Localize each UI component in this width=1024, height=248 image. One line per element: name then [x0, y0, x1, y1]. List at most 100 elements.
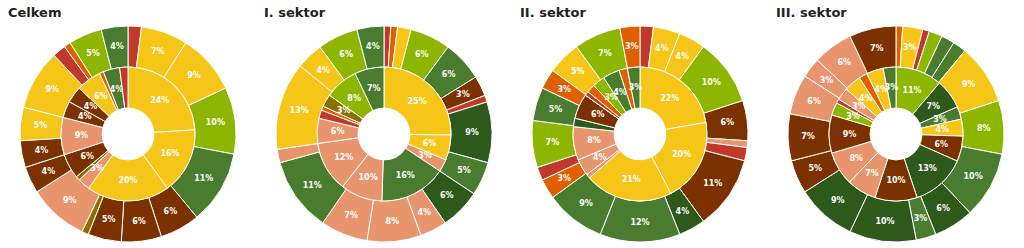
- data-label: 13%: [918, 164, 937, 173]
- data-label: 7%: [801, 132, 815, 141]
- pie-chart: I. sektor6%6%3%9%5%6%4%8%7%11%13%4%6%4%2…: [264, 5, 492, 242]
- data-label: 6%: [415, 50, 429, 59]
- data-label: 10%: [964, 172, 983, 181]
- data-label: 5%: [549, 105, 563, 114]
- pie-slice: [850, 26, 896, 73]
- data-label: 22%: [660, 94, 679, 103]
- data-label: 10%: [886, 176, 905, 185]
- data-label: 8%: [849, 154, 863, 163]
- data-label: 5%: [571, 67, 585, 76]
- data-label: 10%: [206, 118, 225, 127]
- data-label: 6%: [440, 191, 454, 200]
- data-label: 6%: [837, 58, 851, 67]
- data-label: 7%: [151, 47, 165, 56]
- data-labels: 6%6%3%9%5%6%4%8%7%11%13%4%6%4%25%6%3%16%…: [290, 42, 479, 226]
- data-label: 4%: [593, 153, 607, 162]
- pie-slice: [101, 26, 128, 69]
- pie-chart: III. sektor 3% 9% 8% 10% 6% 3% 10% 9% 5% 7% 6% 3% 6% 7…: [776, 5, 1004, 242]
- data-label: 4%: [676, 207, 690, 216]
- data-label: 6%: [807, 97, 821, 106]
- data-label: 4%: [676, 52, 690, 61]
- data-label: 8%: [587, 136, 601, 145]
- data-label: 4%: [84, 102, 98, 111]
- data-labels: 7%9%10%11%6%6%5%9%4%4%5%9%5%4%24%16%20%3…: [34, 42, 225, 226]
- ring: [317, 67, 451, 201]
- data-label: 7%: [344, 211, 358, 220]
- data-label: 4%: [78, 112, 92, 121]
- data-label: 3%: [418, 151, 432, 160]
- data-label: 3%: [914, 214, 928, 223]
- data-label: 3%: [629, 83, 643, 92]
- pie-slice: [382, 148, 440, 201]
- data-label: 4%: [613, 88, 627, 97]
- data-label: 5%: [457, 166, 471, 175]
- ring: [532, 26, 748, 242]
- data-label: 6%: [132, 217, 146, 226]
- data-label: 7%: [926, 102, 940, 111]
- data-label: 9%: [579, 199, 593, 208]
- data-label: 4%: [316, 66, 330, 75]
- data-label: 3%: [903, 43, 917, 52]
- data-label: 6%: [591, 110, 605, 119]
- data-label: 10%: [359, 173, 378, 182]
- data-label: 11%: [194, 174, 213, 183]
- data-label: 9%: [831, 196, 845, 205]
- data-label: 6%: [721, 118, 735, 127]
- ring: [829, 67, 963, 201]
- data-label: 5%: [86, 49, 100, 58]
- data-label: 9%: [75, 131, 89, 140]
- data-label: 8%: [386, 217, 400, 226]
- data-label: 6%: [442, 70, 456, 79]
- data-label: 6%: [339, 50, 353, 59]
- data-label: 6%: [934, 140, 948, 149]
- pie-chart: II. sektor4%4%10%6%11%4%12%9%3%7%5%3%5%7…: [520, 5, 748, 242]
- data-label: 25%: [408, 97, 427, 106]
- data-label: 4%: [935, 125, 949, 134]
- data-label: 7%: [870, 44, 884, 53]
- data-label: 4%: [42, 167, 56, 176]
- pie-slice: [620, 26, 640, 68]
- ring: [20, 26, 236, 242]
- data-label: 16%: [396, 171, 415, 180]
- pie-slice: [960, 101, 1004, 155]
- data-label: 3%: [557, 85, 571, 94]
- data-label: 4%: [655, 44, 669, 53]
- data-label: 3%: [885, 83, 899, 92]
- chart-title: Celkem: [8, 5, 61, 20]
- data-label: 6%: [94, 92, 108, 101]
- data-label: 10%: [702, 78, 721, 87]
- data-label: 21%: [622, 175, 641, 184]
- data-label: 6%: [164, 207, 178, 216]
- data-label: 7%: [367, 84, 381, 93]
- data-label: 4%: [418, 208, 432, 217]
- data-label: 11%: [902, 86, 921, 95]
- data-label: 11%: [303, 181, 322, 190]
- data-label: 9%: [843, 130, 857, 139]
- data-label: 6%: [936, 204, 950, 213]
- data-label: 4%: [35, 146, 49, 155]
- chart-figure: Celkem7%9%10%11%6%6%5%9%4%4%5%9%5%4%24%1…: [0, 0, 1024, 248]
- data-label: 24%: [150, 96, 169, 105]
- data-label: 11%: [703, 179, 722, 188]
- pie-slice: [640, 67, 706, 129]
- data-label: 5%: [808, 164, 822, 173]
- data-label: 3%: [846, 112, 860, 121]
- data-label: 3%: [557, 174, 571, 183]
- data-label: 5%: [34, 121, 48, 130]
- data-label: 3%: [90, 164, 104, 173]
- data-label: 20%: [672, 150, 691, 159]
- pie-slice: [589, 151, 670, 201]
- chart-title: III. sektor: [776, 5, 847, 20]
- data-labels: 3% 9% 8% 10% 6% 3% 10% 9% 5% 7% 6% 3% 6% 7% 11% 7% 3% 4% 6…: [801, 43, 990, 226]
- pie-slice: [357, 26, 384, 69]
- pie-slice: [355, 67, 384, 111]
- data-label: 9%: [45, 85, 59, 94]
- data-label: 4%: [366, 42, 380, 51]
- data-label: 12%: [334, 153, 353, 162]
- data-label: 12%: [630, 218, 649, 227]
- pie-slice: [189, 88, 236, 154]
- data-label: 3%: [337, 106, 351, 115]
- data-label: 4%: [110, 85, 124, 94]
- pie-slice: [20, 138, 64, 167]
- data-label: 6%: [81, 152, 95, 161]
